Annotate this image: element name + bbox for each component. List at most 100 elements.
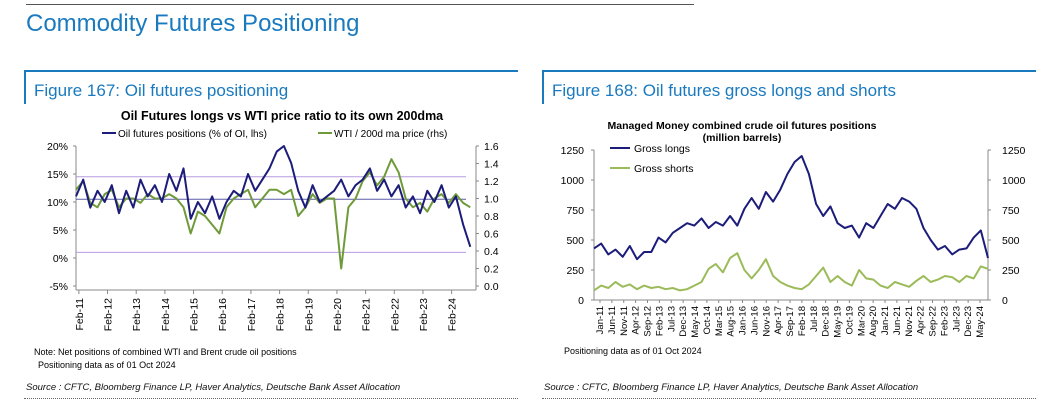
y-tick-label-right: 1250 [1002,145,1026,157]
figure-168-positioning-date: Positioning data as of 01 Oct 2024 [564,346,702,356]
x-tick-label: Sep-22 [928,306,939,337]
y-tick-label-right: 0.2 [484,264,499,276]
figure-167-dotted-rule [24,398,518,399]
x-tick-label: Dec-23 [963,306,974,337]
top-rule [26,4,694,5]
y-tick-label-right: 0.4 [484,246,499,258]
y-tick-label-left: 20% [47,141,68,153]
series-line [593,252,989,292]
x-tick-label: Aug-15 [726,306,737,337]
y-tick-label-right: 1.2 [484,176,499,188]
y-tick-label-left: 500 [566,235,584,247]
y-tick-label-left: 750 [566,205,584,217]
figure-167-note: Note: Net positions of combined WTI and … [34,347,297,357]
x-tick-label: Feb-23 [939,306,950,336]
y-tick-label-left: 5% [53,225,68,237]
series-line [593,155,989,261]
y-tick-label-right: 1.0 [484,194,499,206]
figure-167-positioning-date: Positioning data as of 01 Oct 2024 [38,360,176,370]
x-tick-label: Jul-18 [809,306,820,332]
y-tick-label-right: 1.6 [484,141,499,153]
y-tick-label-right: 250 [1002,265,1020,277]
chart-subtitle: (million barrels) [703,132,782,144]
x-tick-label: Feb-13 [654,306,665,336]
x-tick-label: Sep-17 [785,306,796,337]
x-tick-label: Mar-20 [856,306,867,336]
x-tick-label: Dec-18 [821,306,832,337]
x-tick-label: Feb-22 [389,298,401,331]
x-tick-label: Oct-14 [702,306,713,335]
figure-168-panel: Figure 168: Oil futures gross longs and … [542,70,1036,406]
x-tick-label: Aug-20 [868,306,879,337]
x-tick-label: Nov-16 [761,306,772,337]
y-tick-label-left: 0% [53,253,68,265]
gross-longs-shorts-chart: Managed Money combined crude oil futures… [561,120,1026,338]
x-tick-label: May-14 [690,306,701,338]
x-tick-label: Feb-12 [103,298,115,331]
series-line [75,158,471,270]
x-tick-label: Sep-12 [643,306,654,337]
x-tick-label: Feb-21 [361,298,373,331]
y-tick-label-right: 750 [1002,205,1020,217]
panel-top-border [24,70,518,72]
x-tick-label: Oct-19 [844,306,855,335]
series-line [75,145,472,248]
figure-167-title: Figure 167: Oil futures positioning [34,81,289,100]
y-tick-label-right: 0.8 [484,211,499,223]
x-tick-label: Feb-14 [160,298,172,331]
x-tick-label: Jan-16 [738,306,749,335]
legend-label-gross-longs: Gross longs [634,143,690,155]
legend-label-positions: Oil futures positions (% of OI, lhs) [118,129,267,140]
chart-title: Managed Money combined crude oil futures… [608,120,877,132]
x-tick-label: Jun-11 [607,306,618,334]
x-tick-label: Feb-17 [246,298,258,331]
legend-label-gross-shorts: Gross shorts [634,163,694,175]
y-tick-label-left: 0 [578,295,584,307]
x-tick-label: Feb-18 [275,298,287,331]
legend-label-wti-ratio: WTI / 200d ma price (rhs) [334,129,447,140]
oil-futures-positioning-chart: Oil Futures longs vs WTI price ratio to … [47,110,499,331]
panel-left-border [24,70,26,104]
x-tick-label: Nov-11 [619,306,630,336]
page-title: Commodity Futures Positioning [26,10,360,37]
figure-168-title: Figure 168: Oil futures gross longs and … [552,81,896,100]
x-tick-label: Feb-16 [217,298,229,331]
y-tick-label-left: 1000 [561,175,585,187]
figure-167-panel: Figure 167: Oil futures positioning Oil … [24,70,518,406]
chart-title: Oil Futures longs vs WTI price ratio to … [121,110,444,123]
y-tick-label-right: 1000 [1002,175,1026,187]
x-tick-label: Apr-17 [773,306,784,335]
x-tick-label: Feb-11 [74,298,86,331]
x-tick-label: May-19 [833,306,844,338]
y-tick-label-left: 1250 [561,145,585,157]
figure-167-source: Source : CFTC, Bloomberg Finance LP, Hav… [26,382,401,393]
figure-168-dotted-rule [542,398,1036,399]
x-tick-label: Jul-13 [666,306,677,332]
x-tick-label: Feb-13 [131,298,143,331]
x-tick-label: Feb-24 [447,298,459,331]
x-tick-label: Jan-21 [880,306,891,335]
x-tick-label: Feb-18 [797,306,808,336]
x-tick-label: Dec-13 [678,306,689,337]
panel-top-border [542,70,1036,72]
x-tick-label: Feb-23 [418,298,430,331]
x-tick-label: Apr-12 [631,306,642,335]
y-tick-label-right: 0 [1002,295,1008,307]
x-tick-label: Mar-15 [714,306,725,336]
panel-left-border [542,70,544,104]
x-tick-label: Feb-15 [189,298,201,331]
x-tick-label: Apr-22 [916,306,927,335]
x-tick-label: Jan-11 [595,306,606,334]
x-tick-label: Feb-19 [303,298,315,331]
y-tick-label-left: 10% [47,197,68,209]
x-tick-label: Jun-21 [892,306,903,335]
x-tick-label: Jun-16 [749,306,760,335]
y-tick-label-left: 15% [47,169,68,181]
figure-168-source: Source : CFTC, Bloomberg Finance LP, Hav… [544,382,919,393]
x-tick-label: Nov-21 [904,306,915,337]
y-tick-label-left: -5% [49,281,68,293]
x-tick-label: May-24 [975,306,986,338]
y-tick-label-right: 0.6 [484,229,499,241]
x-tick-label: Jul-23 [951,306,962,332]
y-tick-label-left: 250 [566,265,584,277]
